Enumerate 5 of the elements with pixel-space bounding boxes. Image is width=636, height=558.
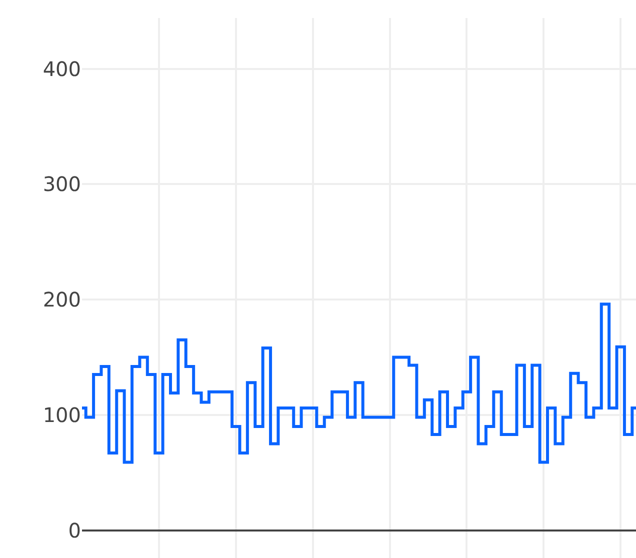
y-tick-label: 100 bbox=[42, 402, 81, 427]
y-tick-label: 400 bbox=[42, 56, 81, 81]
y-tick-label: 0 bbox=[68, 518, 81, 542]
y-tick-label: 300 bbox=[42, 172, 81, 196]
y-tick-label: 200 bbox=[42, 288, 81, 312]
